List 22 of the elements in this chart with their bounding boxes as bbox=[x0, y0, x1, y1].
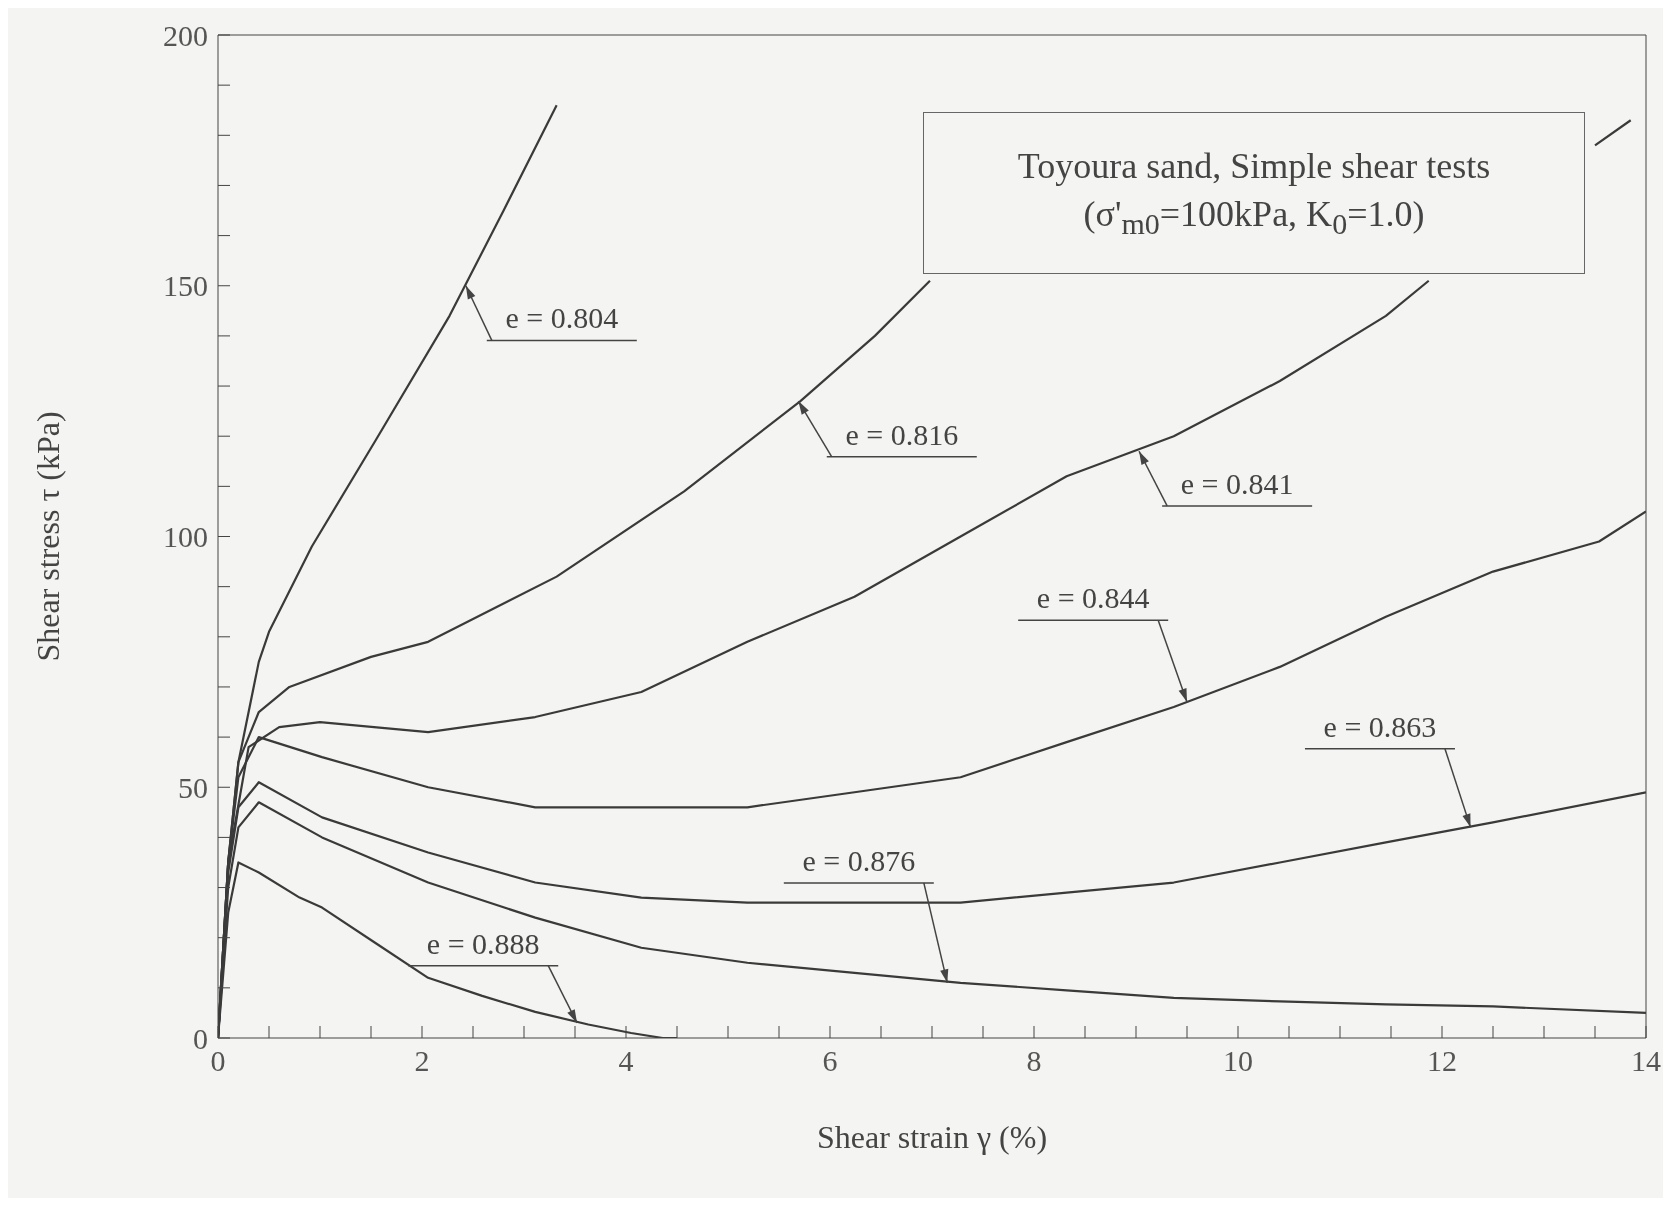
annotation: e = 0.876 bbox=[802, 843, 916, 877]
annotation: e = 0.888 bbox=[426, 926, 540, 960]
y-tick-label: 200 bbox=[163, 18, 208, 52]
x-tick-label: 4 bbox=[618, 1044, 634, 1078]
y-tick-label: 150 bbox=[163, 269, 208, 303]
y-tick-label: 50 bbox=[178, 770, 208, 804]
annotation: e = 0.844 bbox=[1036, 581, 1150, 615]
y-tick-label: 100 bbox=[163, 520, 208, 554]
x-tick-label: 6 bbox=[822, 1044, 838, 1078]
y-tick-label: 0 bbox=[193, 1021, 208, 1055]
x-tick-label: 2 bbox=[414, 1044, 430, 1078]
y-axis-title: Shear stress τ (kPa) bbox=[30, 411, 67, 662]
annotation: e = 0.863 bbox=[1323, 709, 1437, 743]
x-tick-label: 8 bbox=[1026, 1044, 1042, 1078]
x-tick-label: 12 bbox=[1427, 1044, 1457, 1078]
annotation: e = 0.804 bbox=[505, 301, 619, 335]
text-box: Toyoura sand, Simple shear tests (σ'$_{m0}$=100kPa, K$_{0}$=1.0) bbox=[923, 112, 1585, 274]
x-tick-label: 14 bbox=[1631, 1044, 1661, 1078]
x-tick-label: 10 bbox=[1223, 1044, 1253, 1078]
annotation: e = 0.841 bbox=[1180, 466, 1294, 500]
x-axis-title: Shear strain γ (%) bbox=[816, 1119, 1048, 1155]
annotation: e = 0.816 bbox=[845, 417, 959, 451]
